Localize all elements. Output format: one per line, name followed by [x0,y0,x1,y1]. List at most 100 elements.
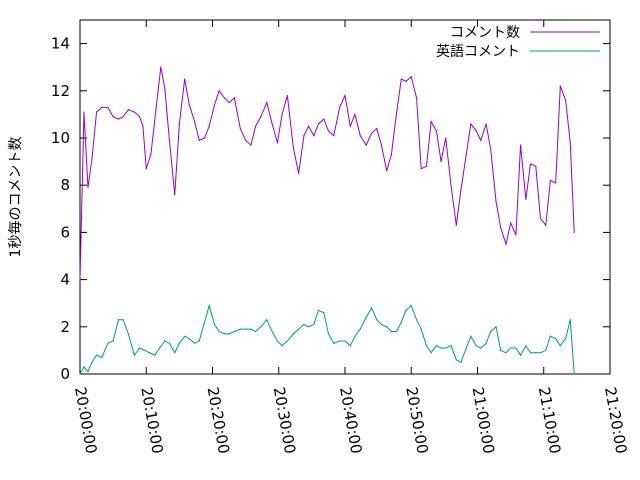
data-point [239,127,241,130]
data-point [510,347,512,349]
data-point [276,340,279,342]
data-point [333,342,335,344]
data-point [529,352,532,354]
data-point [525,345,527,347]
data-point [380,144,383,146]
data-point [164,340,166,342]
data-point [480,139,482,141]
data-point [465,347,467,349]
y-tick-label: 4 [60,271,70,289]
data-point [519,354,522,356]
data-point [117,118,120,120]
data-point [144,349,146,351]
data-point [223,333,226,335]
data-point [430,352,432,354]
data-point [415,319,418,321]
data-point [559,85,561,87]
data-point [390,153,392,156]
data-point [203,321,206,323]
data-point [344,94,346,97]
data-point [354,335,356,337]
data-point [529,163,532,165]
data-point [430,120,432,123]
data-point [250,144,252,146]
data-point [307,326,310,328]
data-point [218,90,220,92]
data-point [112,340,114,342]
y-tick-label: 6 [60,223,70,241]
y-axis-title: 1秒毎のコメント数 [8,137,24,258]
data-point [254,330,257,333]
data-point [525,198,527,200]
data-point [150,153,152,156]
data-point [475,130,477,132]
data-point [535,352,537,354]
data-point [349,125,351,127]
data-point [266,319,268,321]
y-tick-label: 12 [51,82,70,100]
data-point [405,309,407,311]
axes: 0 2 4 6 8 10 12 14 20:00:00 20:10:00 20:20:00 20:30… [51,19,630,455]
data-point [396,330,398,333]
data-point [203,137,206,139]
data-point [218,330,220,333]
data-point [298,328,300,330]
data-point [349,345,351,347]
data-point [188,338,190,340]
data-point [505,243,507,245]
data-point [344,340,346,342]
data-point [435,130,438,132]
data-point [107,106,109,108]
data-point [359,135,361,137]
data-point [569,319,571,321]
data-point [178,123,180,125]
data-point [370,307,373,309]
data-point [455,359,457,361]
data-point [573,231,575,233]
data-point [174,352,176,354]
series-layer [79,66,575,375]
data-point [465,153,467,156]
data-point [354,113,356,115]
data-point [440,161,442,163]
data-point [260,116,262,118]
data-point [313,135,315,137]
data-point [317,309,320,311]
data-point [376,319,378,321]
data-point [380,323,383,326]
data-point [445,347,447,349]
y-tick-label: 0 [60,365,70,383]
data-point [79,279,81,281]
data-point [271,123,273,125]
data-point [228,333,230,335]
x-tick-label: 20:30:00 [270,386,299,455]
data-point [245,328,247,330]
data-point [194,342,196,344]
data-point [213,104,216,106]
data-point [101,106,103,108]
data-point [83,366,85,368]
x-tick-label: 21:10:00 [535,386,564,455]
data-point [184,335,186,337]
data-point [545,349,547,351]
data-point [327,130,330,132]
legend-label: 英語コメント [436,43,520,60]
data-point [133,354,135,356]
data-point [223,97,226,99]
series-1 [79,303,575,375]
data-point [228,102,230,104]
data-point [359,328,361,330]
data-point [208,304,210,307]
data-point [139,347,141,349]
data-point [445,137,447,139]
data-point [410,76,412,78]
data-point [184,78,186,80]
data-point [365,316,367,318]
data-point [505,352,507,354]
legend-label: コメント数 [450,25,520,41]
y-tick-label: 14 [51,35,70,53]
x-tick-label: 20:40:00 [336,386,365,455]
x-tick-label: 21:00:00 [469,386,498,455]
data-point [87,186,89,189]
